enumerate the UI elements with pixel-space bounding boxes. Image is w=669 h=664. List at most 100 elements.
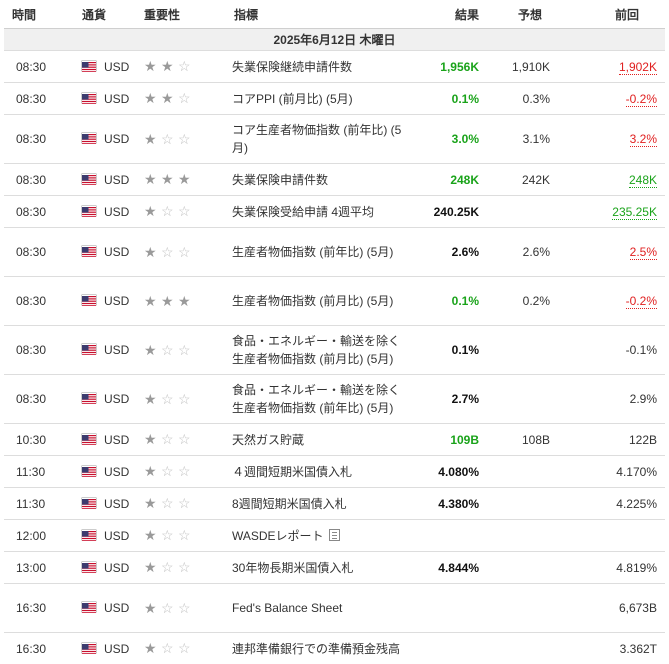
col-forecast-header[interactable]: 予想 bbox=[485, 0, 560, 29]
event-previous-revised[interactable]: -0.2% bbox=[626, 92, 657, 107]
event-name[interactable]: WASDEレポート bbox=[232, 529, 324, 543]
event-name-cell[interactable]: ４週間短期米国債入札 bbox=[226, 456, 406, 488]
event-name[interactable]: 8週間短期米国債入札 bbox=[232, 497, 347, 511]
event-name-cell[interactable]: 食品・エネルギー・輸送を除く生産者物価指数 (前年比) (5月) bbox=[226, 375, 406, 424]
star-empty-icon: ☆ bbox=[178, 641, 195, 655]
col-actual-header[interactable]: 結果 bbox=[406, 0, 485, 29]
star-empty-icon: ☆ bbox=[178, 343, 195, 357]
event-name[interactable]: 食品・エネルギー・輸送を除く生産者物価指数 (前月比) (5月) bbox=[232, 334, 400, 366]
col-currency-header[interactable]: 通貨 bbox=[74, 0, 136, 29]
event-name[interactable]: コア生産者物価指数 (前年比) (5月) bbox=[232, 123, 401, 155]
event-actual bbox=[406, 584, 485, 633]
star-empty-icon: ☆ bbox=[178, 59, 195, 73]
star-empty-icon: ☆ bbox=[178, 601, 195, 615]
event-name-cell[interactable]: 30年物長期米国債入札 bbox=[226, 552, 406, 584]
event-time: 08:30 bbox=[4, 115, 74, 164]
us-flag-icon bbox=[82, 434, 96, 444]
star-filled-icon: ★ bbox=[144, 245, 161, 259]
star-empty-icon: ☆ bbox=[178, 528, 195, 542]
event-name[interactable]: ４週間短期米国債入札 bbox=[232, 465, 352, 479]
star-empty-icon: ☆ bbox=[161, 343, 178, 357]
event-previous-revised[interactable]: 2.5% bbox=[630, 245, 657, 260]
event-name[interactable]: 食品・エネルギー・輸送を除く生産者物価指数 (前年比) (5月) bbox=[232, 383, 400, 415]
star-empty-icon: ☆ bbox=[161, 496, 178, 510]
event-name-cell[interactable]: 失業保険継続申請件数 bbox=[226, 51, 406, 83]
event-name[interactable]: コアPPI (前月比) (5月) bbox=[232, 92, 353, 106]
event-name[interactable]: 連邦準備銀行での準備預金残高 bbox=[232, 642, 400, 656]
event-previous-cell: 4.170% bbox=[560, 456, 665, 488]
star-empty-icon: ☆ bbox=[161, 245, 178, 259]
event-name-cell[interactable]: 8週間短期米国債入札 bbox=[226, 488, 406, 520]
us-flag-icon bbox=[82, 174, 96, 184]
event-name-cell[interactable]: 生産者物価指数 (前年比) (5月) bbox=[226, 228, 406, 277]
col-time-header[interactable]: 時間 bbox=[4, 0, 74, 29]
col-previous-header[interactable]: 前回 bbox=[560, 0, 665, 29]
event-previous: 3.362T bbox=[620, 642, 657, 656]
event-name[interactable]: 天然ガス貯蔵 bbox=[232, 433, 304, 447]
col-indicator-header[interactable]: 指標 bbox=[226, 0, 406, 29]
event-name[interactable]: 生産者物価指数 (前月比) (5月) bbox=[232, 294, 393, 308]
event-name-cell[interactable]: 生産者物価指数 (前月比) (5月) bbox=[226, 277, 406, 326]
event-name-cell[interactable]: コア生産者物価指数 (前年比) (5月) bbox=[226, 115, 406, 164]
event-name-cell[interactable]: 天然ガス貯蔵 bbox=[226, 424, 406, 456]
event-name-cell[interactable]: コアPPI (前月比) (5月) bbox=[226, 83, 406, 115]
event-time: 08:30 bbox=[4, 228, 74, 277]
event-name[interactable]: 生産者物価指数 (前年比) (5月) bbox=[232, 245, 393, 259]
event-previous-revised[interactable]: 1,902K bbox=[619, 60, 657, 75]
event-time: 10:30 bbox=[4, 424, 74, 456]
star-filled-icon: ★ bbox=[144, 496, 161, 510]
event-name[interactable]: 失業保険受給申請 4週平均 bbox=[232, 205, 374, 219]
event-previous-revised[interactable]: -0.2% bbox=[626, 294, 657, 309]
event-name-cell[interactable]: 失業保険申請件数 bbox=[226, 164, 406, 196]
us-flag-icon bbox=[82, 344, 96, 354]
event-currency-cell: USD bbox=[74, 584, 136, 633]
star-empty-icon: ☆ bbox=[178, 560, 195, 574]
event-previous-revised[interactable]: 235.25K bbox=[612, 205, 657, 220]
event-forecast bbox=[485, 584, 560, 633]
event-name[interactable]: Fed's Balance Sheet bbox=[232, 601, 342, 615]
event-actual: 0.1% bbox=[406, 326, 485, 375]
event-name[interactable]: 失業保険継続申請件数 bbox=[232, 60, 352, 74]
document-icon[interactable] bbox=[329, 529, 340, 541]
star-filled-icon: ★ bbox=[144, 91, 161, 105]
star-filled-icon: ★ bbox=[144, 432, 161, 446]
event-name[interactable]: 失業保険申請件数 bbox=[232, 173, 328, 187]
event-name-cell[interactable]: 食品・エネルギー・輸送を除く生産者物価指数 (前月比) (5月) bbox=[226, 326, 406, 375]
star-empty-icon: ☆ bbox=[161, 528, 178, 542]
event-name-cell[interactable]: 失業保険受給申請 4週平均 bbox=[226, 196, 406, 228]
star-empty-icon: ☆ bbox=[161, 601, 178, 615]
event-name-cell[interactable]: 連邦準備銀行での準備預金残高 bbox=[226, 633, 406, 664]
event-time: 08:30 bbox=[4, 196, 74, 228]
event-previous-cell: -0.1% bbox=[560, 326, 665, 375]
event-previous-revised[interactable]: 248K bbox=[629, 173, 657, 188]
event-previous-revised[interactable]: 3.2% bbox=[630, 132, 657, 147]
event-name-cell[interactable]: WASDEレポート bbox=[226, 520, 406, 552]
star-filled-icon: ★ bbox=[161, 59, 178, 73]
event-importance: ★☆☆ bbox=[136, 552, 226, 584]
event-name[interactable]: 30年物長期米国債入札 bbox=[232, 561, 353, 575]
event-importance: ★☆☆ bbox=[136, 115, 226, 164]
us-flag-icon bbox=[82, 393, 96, 403]
event-currency-cell: USD bbox=[74, 375, 136, 424]
event-name-cell[interactable]: Fed's Balance Sheet bbox=[226, 584, 406, 633]
event-forecast: 242K bbox=[485, 164, 560, 196]
col-importance-header[interactable]: 重要性 bbox=[136, 0, 226, 29]
star-filled-icon: ★ bbox=[144, 132, 161, 146]
